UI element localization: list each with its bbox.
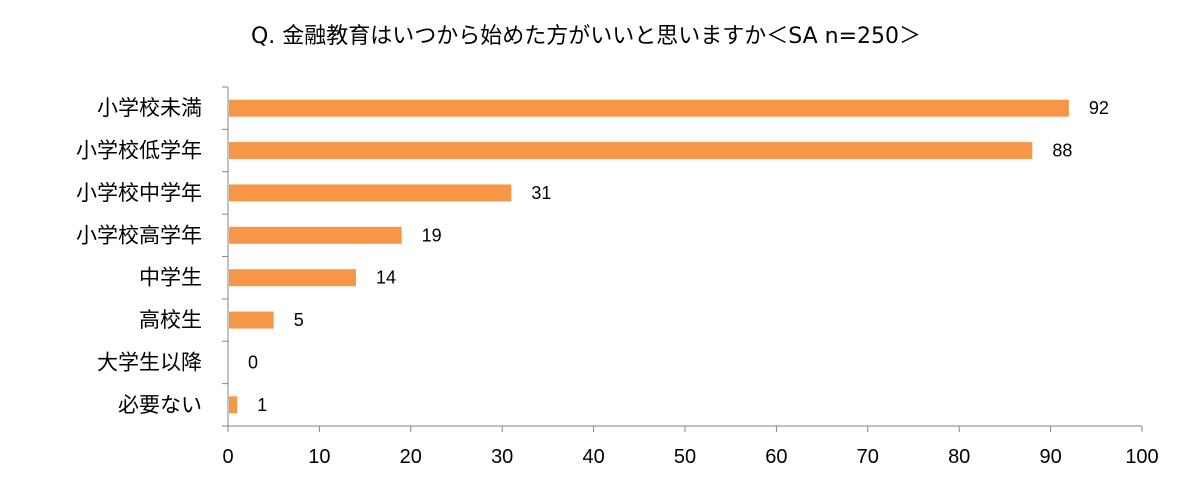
data-label: 1	[257, 395, 267, 415]
x-tick-label: 0	[222, 446, 233, 468]
bar	[229, 142, 1033, 160]
x-tick-label: 40	[582, 446, 604, 468]
x-tick-label: 30	[491, 446, 513, 468]
bar	[229, 184, 512, 202]
bar	[229, 269, 356, 287]
x-tick-label: 90	[1039, 446, 1061, 468]
bar	[229, 226, 402, 244]
bar	[229, 99, 1069, 117]
x-tick-label: 80	[948, 446, 970, 468]
data-label: 14	[376, 268, 396, 288]
category-label: 小学校高学年	[76, 223, 202, 247]
category-label: 高校生	[139, 308, 202, 332]
chart-title: Q. 金融教育はいつから始めた方がいいと思いますか＜SA n=250＞	[251, 24, 921, 49]
category-label: 小学校中学年	[76, 181, 202, 205]
category-label: 中学生	[139, 266, 202, 290]
bar	[229, 396, 238, 414]
category-label: 大学生以降	[97, 350, 202, 374]
category-label: 小学校低学年	[76, 139, 202, 163]
bar	[229, 311, 274, 329]
data-label: 0	[248, 352, 258, 372]
data-label: 92	[1089, 98, 1109, 118]
data-label: 19	[422, 225, 442, 245]
x-tick-label: 70	[857, 446, 879, 468]
data-label: 31	[531, 183, 551, 203]
category-label: 必要ない	[118, 393, 202, 417]
x-tick-label: 60	[765, 446, 787, 468]
x-tick-label: 50	[674, 446, 696, 468]
category-label: 小学校未満	[97, 96, 202, 120]
x-tick-label: 100	[1125, 446, 1158, 468]
x-tick-label: 10	[308, 446, 330, 468]
data-label: 88	[1052, 141, 1072, 161]
data-label: 5	[294, 310, 304, 330]
x-tick-label: 20	[400, 446, 422, 468]
